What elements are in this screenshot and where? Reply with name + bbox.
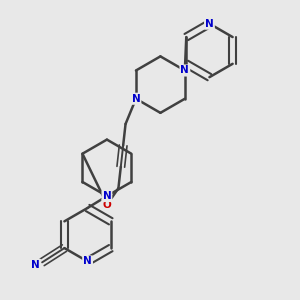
Text: N: N	[103, 191, 111, 201]
Text: N: N	[181, 65, 189, 76]
Text: N: N	[31, 260, 40, 270]
Text: N: N	[205, 19, 214, 29]
Text: O: O	[103, 200, 112, 209]
Text: N: N	[132, 94, 140, 104]
Text: N: N	[83, 256, 92, 266]
